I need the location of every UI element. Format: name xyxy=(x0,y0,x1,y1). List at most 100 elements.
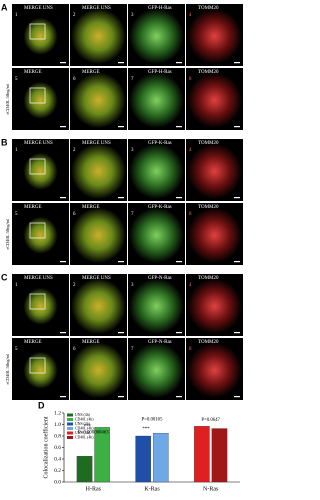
zoom-box xyxy=(29,23,46,40)
cell-title: MERGE UNS xyxy=(82,6,111,11)
cell-image xyxy=(71,72,126,129)
cell-number: 5 xyxy=(15,347,18,352)
cell-title: MERGE UNS xyxy=(24,141,53,146)
scale-bar xyxy=(234,126,240,128)
cell-image xyxy=(129,8,184,65)
legend-swatch xyxy=(67,422,73,426)
scale-bar xyxy=(234,332,240,334)
y-tick-label: 1.0 xyxy=(54,422,61,428)
cell-title: MERGE xyxy=(82,70,100,75)
legend-label: CD40L (4h) xyxy=(75,426,94,430)
cell-image xyxy=(71,8,126,65)
bar xyxy=(211,428,228,483)
y-axis-title: Colocalization coefficient xyxy=(42,416,49,478)
legend-swatch xyxy=(67,436,73,439)
cell-title: MERGE xyxy=(24,205,42,210)
legend-swatch xyxy=(67,413,73,417)
scale-bar xyxy=(118,332,124,334)
scale-bar xyxy=(60,62,66,64)
y-tick-label: 0.0 xyxy=(54,479,61,485)
cell-image xyxy=(187,143,242,200)
y-tick-label: 0.8 xyxy=(54,433,61,439)
panel-label: A xyxy=(1,2,8,12)
bar xyxy=(94,427,110,483)
cell-number: 2 xyxy=(73,148,76,153)
scale-bar xyxy=(176,261,182,263)
cell-number: 2 xyxy=(73,283,76,288)
y-tick-label: 1.2 xyxy=(54,410,61,416)
cell-title: GFP-H-Ras xyxy=(148,70,172,75)
y-tick-label: 0.6 xyxy=(54,445,61,451)
cell-number: 4 xyxy=(189,148,192,153)
annotation: *** xyxy=(84,424,92,429)
annotation: P=0.000000463 xyxy=(78,430,109,435)
cell-title: MERGE xyxy=(82,340,100,345)
panel-label: D xyxy=(38,400,45,410)
cell-title: MERGE UNS xyxy=(82,141,111,146)
cell-number: 1 xyxy=(15,13,18,18)
annotation: P=0.0647 xyxy=(201,418,220,423)
scale-bar xyxy=(176,197,182,199)
cell-image xyxy=(129,207,184,264)
cell-number: 3 xyxy=(131,148,134,153)
scale-bar xyxy=(176,62,182,64)
scale-bar xyxy=(176,332,182,334)
cell-number: 6 xyxy=(73,77,76,82)
legend-label: CD40L (4h) xyxy=(75,417,94,421)
cell-number: 7 xyxy=(131,212,134,217)
cell-image xyxy=(187,72,242,129)
cell-image xyxy=(23,17,58,55)
annotation: *** xyxy=(142,427,150,432)
scale-bar xyxy=(118,197,124,199)
cell-title: GFP-K-Ras xyxy=(148,141,172,146)
cell-title: MERGE UNS xyxy=(82,276,111,281)
cell-image xyxy=(23,152,58,190)
legend-label: UNS (4h) xyxy=(75,431,91,435)
cell-image xyxy=(71,342,126,399)
scale-bar xyxy=(234,197,240,199)
cell-title: TOMM20 xyxy=(198,70,219,75)
cell-image xyxy=(129,278,184,335)
x-tick-label: K-Ras xyxy=(144,486,160,492)
cell-image xyxy=(71,207,126,264)
x-tick-label: N-Ras xyxy=(203,486,219,492)
bar xyxy=(135,435,151,483)
cell-image xyxy=(129,342,184,399)
cell-title: MERGE UNS xyxy=(24,276,53,281)
scale-bar xyxy=(118,62,124,64)
zoom-box xyxy=(29,222,46,239)
figure: A MERGE UNS 1 MERGE UNS 2 GFP-H-Ras 3 TOMM20 4 rC… xyxy=(1,2,243,492)
cell-number: 5 xyxy=(15,212,18,217)
scale-bar xyxy=(176,396,182,398)
scale-bar xyxy=(60,126,66,128)
panel-label: C xyxy=(1,272,8,282)
cell-number: 3 xyxy=(131,283,134,288)
cell-image xyxy=(129,72,184,129)
cell-number: 8 xyxy=(189,212,192,217)
cell-number: 6 xyxy=(73,347,76,352)
scale-bar xyxy=(176,126,182,128)
panel-label: B xyxy=(1,137,8,147)
cell-number: 7 xyxy=(131,347,134,352)
scale-bar xyxy=(118,126,124,128)
cell-title: TOMM20 xyxy=(198,340,219,345)
cell-title: TOMM20 xyxy=(198,205,219,210)
zoom-box xyxy=(29,158,46,175)
cell-number: 8 xyxy=(189,347,192,352)
cell-title: GFP-N-Ras xyxy=(148,340,172,345)
cell-image xyxy=(187,278,242,335)
x-tick-label: H-Ras xyxy=(86,486,102,492)
cell-number: 1 xyxy=(15,148,18,153)
cell-number: 4 xyxy=(189,13,192,18)
cell-title: TOMM20 xyxy=(198,276,219,281)
scale-bar xyxy=(234,396,240,398)
side-label: rCD40L 50ng/ml xyxy=(5,218,10,250)
cell-image xyxy=(71,278,126,335)
cell-image xyxy=(187,8,242,65)
scale-bar xyxy=(118,261,124,263)
annotation: P=0.00165 xyxy=(142,417,164,422)
legend-swatch xyxy=(67,431,73,435)
bar xyxy=(153,432,169,483)
zoom-box xyxy=(29,357,46,374)
zoom-box xyxy=(29,87,46,104)
